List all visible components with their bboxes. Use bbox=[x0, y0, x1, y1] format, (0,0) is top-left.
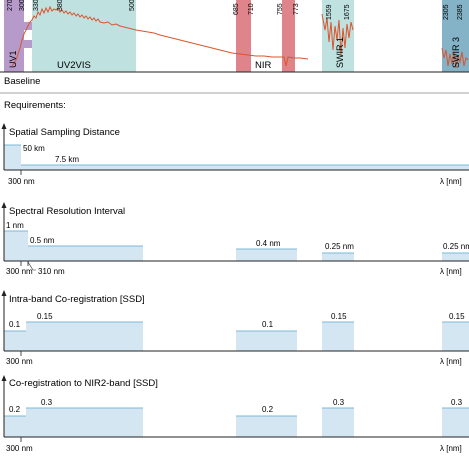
baseline-label: Baseline bbox=[4, 76, 40, 87]
band-nir-2 bbox=[282, 0, 295, 72]
edge-label-773: 773 bbox=[293, 3, 300, 15]
y-axis-arrow bbox=[1, 290, 7, 296]
edge-label-1675: 1675 bbox=[344, 4, 351, 20]
requirement-bar bbox=[322, 253, 354, 261]
value-label: 0.25 nm bbox=[443, 242, 469, 251]
value-label: 0.3 bbox=[41, 398, 53, 407]
edge-label-300: 300 bbox=[19, 0, 26, 11]
value-label: 0.1 bbox=[9, 320, 21, 329]
value-label: 0.2 bbox=[262, 405, 274, 414]
value-label: 7.5 km bbox=[55, 155, 79, 164]
band-label-nir: NIR bbox=[255, 60, 272, 71]
x-start-label: 300 nm bbox=[6, 357, 33, 366]
requirement-bar bbox=[442, 253, 469, 261]
requirement-bar bbox=[236, 249, 297, 261]
value-label: 0.15 bbox=[449, 312, 465, 321]
requirement-bar bbox=[26, 322, 143, 351]
requirements-title: Requirements: bbox=[4, 100, 66, 111]
requirement-bar bbox=[236, 416, 297, 437]
spectrum-curve-swir3 bbox=[441, 47, 469, 69]
y-axis-arrow bbox=[1, 202, 7, 208]
edge-label-270: 270 bbox=[7, 0, 14, 11]
band-uv2vis bbox=[32, 0, 136, 72]
callout-line bbox=[27, 261, 36, 271]
edge-label-2385: 2385 bbox=[457, 4, 464, 20]
requirement-bar bbox=[4, 231, 28, 261]
requirement-bar bbox=[26, 408, 143, 437]
requirement-bar bbox=[322, 322, 354, 351]
spectrum-curve bbox=[11, 5, 309, 67]
value-label: 0.3 bbox=[333, 398, 345, 407]
requirement-bar bbox=[21, 165, 469, 170]
spectrum-curve-swir1 bbox=[321, 13, 354, 56]
edge-label-500: 500 bbox=[129, 0, 136, 11]
value-label: 0.3 bbox=[451, 398, 463, 407]
value-label: 50 km bbox=[23, 144, 45, 153]
x-start-label: 300 nm bbox=[6, 267, 33, 276]
band-label-uv2vis: UV2VIS bbox=[57, 60, 91, 71]
requirement-bar bbox=[4, 331, 26, 351]
edge-label-330: 330 bbox=[33, 0, 40, 11]
band-label-swir1: SWIR 1 bbox=[335, 37, 345, 68]
value-label: 0.1 bbox=[262, 320, 274, 329]
band-label-swir3: SWIR 3 bbox=[451, 37, 461, 68]
requirement-bar bbox=[4, 416, 26, 437]
x-end-label: λ [nm] bbox=[440, 267, 462, 276]
panel-spectral-resolution: Spectral Resolution Interval 1 nm 0.5 nm… bbox=[1, 202, 469, 276]
requirement-bar bbox=[442, 408, 469, 437]
value-label: 1 nm bbox=[6, 221, 24, 230]
value-label: 0.4 nm bbox=[256, 239, 281, 248]
panel-title: Spatial Sampling Distance bbox=[9, 127, 120, 138]
edge-label-2305: 2305 bbox=[443, 4, 450, 20]
edge-label-1559: 1559 bbox=[326, 4, 333, 20]
edge-label-685: 685 bbox=[233, 3, 240, 15]
x-end-label: λ [nm] bbox=[440, 357, 462, 366]
x-start-label: 300 nm bbox=[6, 444, 33, 453]
value-label: 0.2 bbox=[9, 405, 21, 414]
requirement-bar bbox=[442, 322, 469, 351]
value-label: 0.15 bbox=[331, 312, 347, 321]
x-end-label: λ [nm] bbox=[440, 444, 462, 453]
band-uv1 bbox=[4, 0, 24, 72]
requirement-bar bbox=[28, 246, 143, 261]
value-label: 0.15 bbox=[37, 312, 53, 321]
panel-nir2-coregistration: Co-registration to NIR2-band [SSD] 0.2 0… bbox=[1, 375, 469, 453]
x-mid-label: 310 nm bbox=[38, 267, 65, 276]
requirement-bar bbox=[4, 145, 21, 170]
spectrum-strip: 270 300 330 380 500 685 710 755 773 1559… bbox=[0, 0, 469, 87]
band-label-uv1: UV1 bbox=[8, 50, 18, 68]
y-axis-arrow bbox=[1, 375, 7, 381]
edge-label-755: 755 bbox=[277, 3, 284, 15]
edge-label-380: 380 bbox=[57, 0, 64, 11]
x-end-label: λ [nm] bbox=[440, 177, 462, 186]
panel-title: Co-registration to NIR2-band [SSD] bbox=[9, 378, 158, 389]
panel-title: Spectral Resolution Interval bbox=[9, 206, 125, 217]
x-start-label: 300 nm bbox=[8, 177, 35, 186]
edge-label-710: 710 bbox=[248, 3, 255, 15]
value-label: 0.25 nm bbox=[325, 242, 354, 251]
panel-title: Intra-band Co-registration [SSD] bbox=[9, 294, 145, 305]
band-uv1-extension-2 bbox=[24, 40, 32, 48]
panel-ssd: Spatial Sampling Distance 50 km 7.5 km 3… bbox=[1, 123, 469, 186]
panel-intra-band-coregistration: Intra-band Co-registration [SSD] 0.1 0.1… bbox=[1, 290, 469, 366]
value-label: 0.5 nm bbox=[30, 236, 55, 245]
requirement-bar bbox=[322, 408, 354, 437]
y-axis-arrow bbox=[1, 123, 7, 129]
requirement-bar bbox=[236, 331, 297, 351]
